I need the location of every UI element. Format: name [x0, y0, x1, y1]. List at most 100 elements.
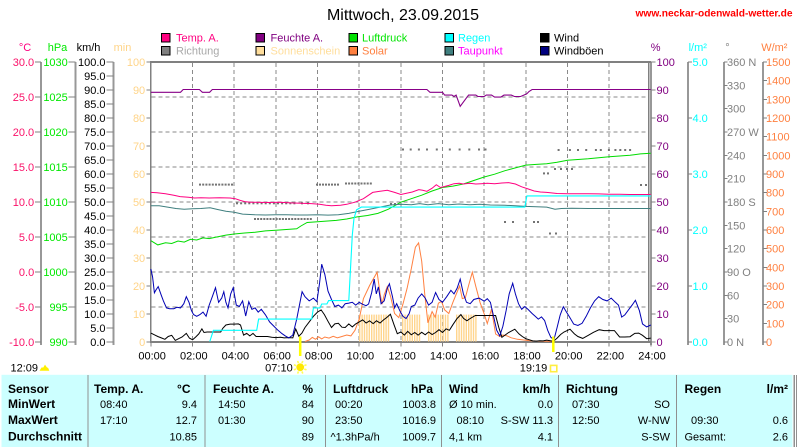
- svg-text:www.neckar-odenwald-wetter.de: www.neckar-odenwald-wetter.de: [635, 9, 793, 20]
- svg-text:89: 89: [302, 431, 314, 443]
- svg-text:08:00: 08:00: [305, 351, 333, 363]
- svg-text:10.85: 10.85: [169, 431, 197, 443]
- svg-text:12:00: 12:00: [388, 351, 416, 363]
- svg-text:200: 200: [766, 300, 784, 312]
- svg-text:00:00: 00:00: [138, 351, 166, 363]
- svg-text:30: 30: [133, 253, 145, 265]
- svg-text:24:00: 24:00: [638, 351, 666, 363]
- svg-text:70: 70: [133, 141, 145, 153]
- svg-text:995: 995: [49, 302, 67, 314]
- svg-text:30.0: 30.0: [84, 253, 105, 265]
- svg-text:1005: 1005: [43, 232, 67, 244]
- svg-text:55.0: 55.0: [84, 183, 105, 195]
- svg-text:22:00: 22:00: [597, 351, 625, 363]
- svg-text:270 W: 270 W: [727, 127, 759, 139]
- svg-text:1100: 1100: [766, 132, 790, 144]
- svg-text:19:19: 19:19: [520, 363, 548, 375]
- svg-text:400: 400: [766, 262, 784, 274]
- svg-text:1016.9: 1016.9: [402, 415, 436, 427]
- svg-text:1500: 1500: [766, 57, 790, 69]
- svg-text:90.0: 90.0: [84, 85, 105, 97]
- svg-text:S-SW 11.3: S-SW 11.3: [501, 415, 553, 427]
- svg-text:Temp. A.: Temp. A.: [94, 382, 143, 396]
- svg-text:°C: °C: [177, 382, 191, 396]
- svg-text:80: 80: [657, 113, 669, 125]
- svg-text:12:09: 12:09: [11, 363, 39, 375]
- svg-text:3.0: 3.0: [693, 169, 708, 181]
- svg-text:0: 0: [139, 337, 145, 349]
- svg-text:°C: °C: [19, 42, 31, 54]
- svg-text:5.0: 5.0: [693, 57, 708, 69]
- svg-text:35.0: 35.0: [84, 239, 105, 251]
- svg-text:0.0: 0.0: [538, 399, 553, 411]
- svg-text:km/h: km/h: [522, 382, 550, 396]
- svg-text:Windböen: Windböen: [554, 46, 604, 58]
- svg-text:°: °: [725, 42, 729, 54]
- svg-text:12:50: 12:50: [572, 415, 600, 427]
- svg-text:180 S: 180 S: [727, 197, 756, 209]
- svg-text:1000: 1000: [43, 267, 67, 279]
- svg-text:25.0: 25.0: [84, 267, 105, 279]
- svg-text:Sonnenschein: Sonnenschein: [271, 46, 341, 58]
- svg-text:15.0: 15.0: [13, 162, 34, 174]
- svg-text:min: min: [114, 42, 132, 54]
- svg-text:-10.0: -10.0: [9, 337, 34, 349]
- svg-text:02:00: 02:00: [180, 351, 208, 363]
- svg-text:500: 500: [766, 244, 784, 256]
- svg-text:1009.7: 1009.7: [402, 431, 436, 443]
- svg-text:20:00: 20:00: [555, 351, 583, 363]
- svg-text:16:00: 16:00: [472, 351, 500, 363]
- svg-text:40.0: 40.0: [84, 225, 105, 237]
- svg-text:MaxWert: MaxWert: [8, 413, 58, 427]
- svg-text:17:10: 17:10: [100, 415, 128, 427]
- svg-text:90 O: 90 O: [727, 267, 751, 279]
- svg-text:Feuchte A.: Feuchte A.: [213, 382, 274, 396]
- svg-text:210: 210: [727, 174, 745, 186]
- svg-text:90: 90: [302, 415, 314, 427]
- svg-text:Mittwoch, 23.09.2015: Mittwoch, 23.09.2015: [327, 7, 479, 24]
- svg-text:300: 300: [727, 104, 745, 116]
- svg-text:360 N: 360 N: [727, 57, 756, 69]
- svg-text:SO: SO: [654, 399, 670, 411]
- svg-text:10.0: 10.0: [84, 309, 105, 321]
- svg-text:990: 990: [49, 337, 67, 349]
- svg-text:Ø 10 min.: Ø 10 min.: [449, 399, 497, 411]
- svg-text:25.0: 25.0: [13, 92, 34, 104]
- svg-text:0.0: 0.0: [19, 267, 34, 279]
- svg-text:%: %: [302, 382, 313, 396]
- svg-text:0.6: 0.6: [773, 415, 788, 427]
- svg-text:Wind: Wind: [449, 382, 478, 396]
- svg-text:Luftdruck: Luftdruck: [362, 33, 408, 45]
- svg-text:1015: 1015: [43, 162, 67, 174]
- svg-text:14:00: 14:00: [430, 351, 458, 363]
- svg-text:84: 84: [302, 399, 314, 411]
- svg-text:Solar: Solar: [362, 46, 388, 58]
- svg-text:1200: 1200: [766, 113, 790, 125]
- svg-text:300: 300: [766, 281, 784, 293]
- svg-text:Regen: Regen: [685, 382, 722, 396]
- svg-text:01:30: 01:30: [218, 415, 246, 427]
- svg-text:30: 30: [727, 314, 739, 326]
- svg-text:90: 90: [133, 85, 145, 97]
- svg-text:4.1: 4.1: [538, 431, 553, 443]
- svg-text:09:30: 09:30: [691, 415, 719, 427]
- svg-text:0.0: 0.0: [693, 337, 708, 349]
- svg-text:20: 20: [133, 281, 145, 293]
- svg-text:240: 240: [727, 150, 745, 162]
- svg-text:100.0: 100.0: [78, 57, 106, 69]
- svg-text:Taupunkt: Taupunkt: [458, 46, 503, 58]
- svg-text:900: 900: [766, 169, 784, 181]
- svg-text:100: 100: [766, 318, 784, 330]
- svg-text:20: 20: [657, 281, 669, 293]
- svg-text:Richtung: Richtung: [566, 382, 618, 396]
- svg-text:23:50: 23:50: [335, 415, 363, 427]
- svg-text:800: 800: [766, 188, 784, 200]
- svg-text:70.0: 70.0: [84, 141, 105, 153]
- svg-text:20.0: 20.0: [84, 281, 105, 293]
- svg-text:70: 70: [657, 141, 669, 153]
- svg-text:Temp. A.: Temp. A.: [176, 33, 219, 45]
- svg-text:hPa: hPa: [411, 382, 433, 396]
- svg-text:30: 30: [657, 253, 669, 265]
- svg-text:07:30: 07:30: [572, 399, 600, 411]
- svg-text:5.0: 5.0: [19, 232, 34, 244]
